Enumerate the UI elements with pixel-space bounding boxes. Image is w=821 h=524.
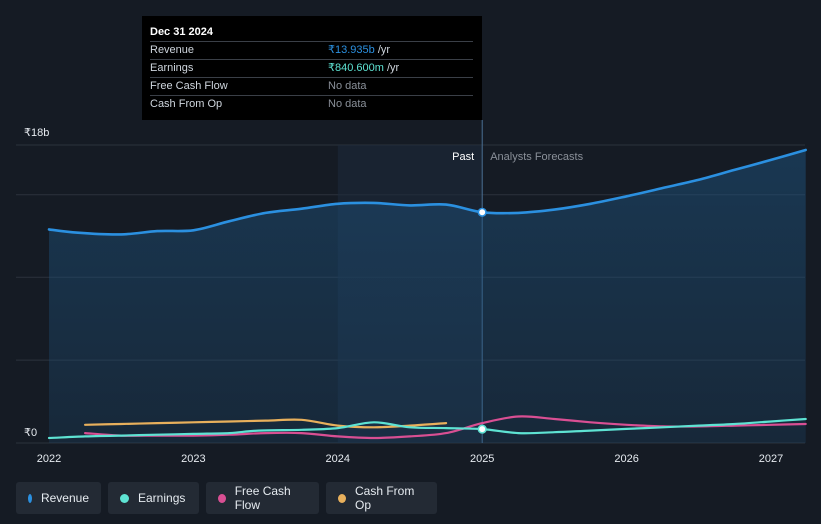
chart-legend: Revenue Earnings Free Cash Flow Cash Fro… [16, 482, 437, 514]
past-label: Past [452, 151, 474, 163]
legend-item-revenue[interactable]: Revenue [16, 482, 101, 514]
series-line-cash-from-op [84, 418, 448, 429]
revenue-area-fill [49, 150, 806, 443]
tooltip-label: Cash From Op [150, 98, 223, 110]
tooltip-row-earnings: Earnings ₹840.600m /yr [150, 59, 473, 77]
marker-earnings [477, 424, 487, 434]
tooltip-date: Dec 31 2024 [150, 26, 213, 38]
tooltip-value: ₹840.600m [328, 62, 384, 74]
tooltip-value: ₹13.935b [328, 44, 375, 56]
tooltip-label: Revenue [150, 44, 195, 56]
legend-label: Revenue [40, 491, 89, 505]
series-line-earnings [47, 417, 807, 440]
legend-item-free-cash-flow[interactable]: Free Cash Flow [206, 482, 319, 514]
x-axis-tick-label: 2022 [37, 453, 61, 465]
legend-item-cash-from-op[interactable]: Cash From Op [326, 482, 437, 514]
tooltip-label: Free Cash Flow [150, 80, 228, 92]
x-axis-tick-label: 2024 [326, 453, 350, 465]
legend-label: Cash From Op [355, 484, 415, 512]
data-tooltip: Dec 31 2024 Revenue ₹13.935b /yr Earning… [142, 16, 482, 120]
legend-dot-icon [28, 493, 32, 503]
y-axis-label-max: ₹18b [24, 127, 49, 139]
x-axis-tick-label: 2025 [470, 453, 494, 465]
legend-label: Free Cash Flow [234, 484, 291, 512]
revenue-area [49, 150, 806, 443]
tooltip-unit: /yr [377, 44, 391, 56]
tooltip-label: Earnings [150, 62, 194, 74]
tooltip-row-free-cash-flow: Free Cash Flow No data [150, 77, 473, 95]
tooltip-value: No data [328, 98, 367, 110]
x-axis-tick-label: 2023 [181, 453, 205, 465]
tooltip-row-cash-from-op: Cash From Op No data [150, 95, 473, 113]
series-line-revenue [47, 148, 807, 236]
legend-dot-icon [338, 493, 346, 503]
legend-label: Earnings [138, 491, 186, 505]
series-lines [47, 148, 807, 440]
forecast-label: Analysts Forecasts [490, 151, 583, 163]
legend-dot-icon [120, 493, 129, 503]
legend-dot-icon [218, 493, 226, 503]
legend-item-earnings[interactable]: Earnings [108, 482, 199, 514]
hover-markers [477, 207, 487, 434]
tooltip-unit: /yr [387, 62, 400, 74]
marker-revenue [477, 207, 487, 217]
y-axis-label-zero: ₹0 [24, 427, 37, 439]
tooltip-row-revenue: Revenue ₹13.935b /yr [150, 41, 473, 59]
tooltip-value: No data [328, 80, 367, 92]
x-axis-tick-label: 2026 [614, 453, 638, 465]
axis-labels: ₹18b ₹0 2022 2023 2024 2025 2026 2027 Past Analys… [24, 127, 783, 465]
x-axis-tick-label: 2027 [759, 453, 783, 465]
